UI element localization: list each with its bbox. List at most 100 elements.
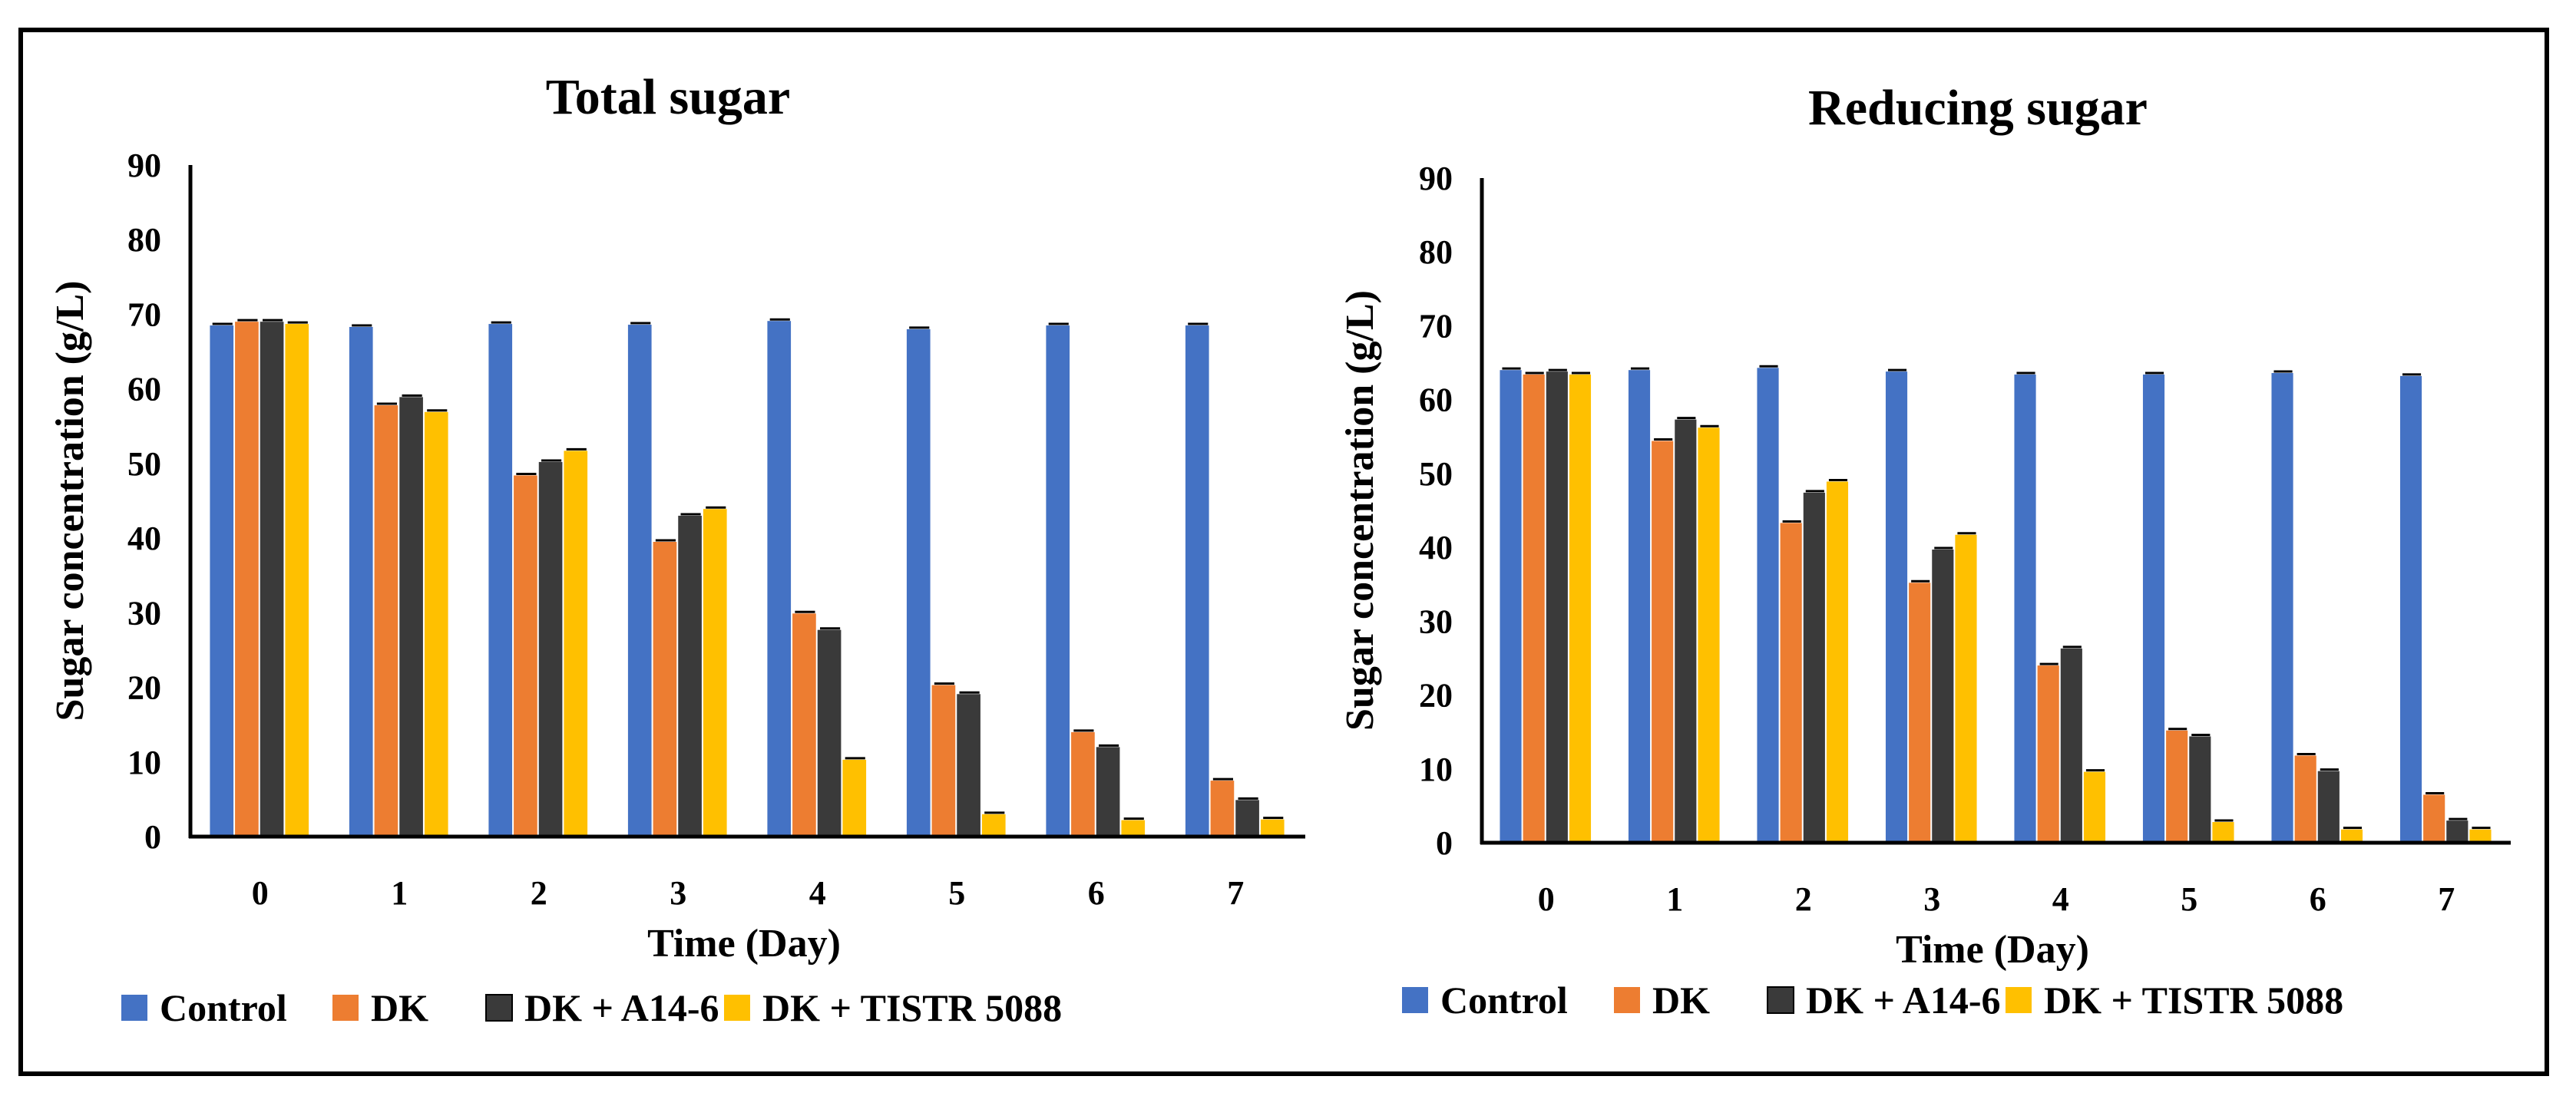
legend-swatch-dk xyxy=(1614,987,1640,1013)
bar-control-day-6 xyxy=(2271,373,2293,843)
legend-label-control: Control xyxy=(1440,979,1568,1022)
y-tick-label: 90 xyxy=(1419,160,1453,197)
bar-dk-a14-6-day-0 xyxy=(260,322,284,837)
legend-swatch-dk-tistr-5088 xyxy=(2006,987,2032,1013)
y-tick-label: 50 xyxy=(1419,455,1453,493)
y-tick-label: 30 xyxy=(1419,603,1453,640)
bar-dk-day-1 xyxy=(374,405,398,837)
legend-label-dk: DK xyxy=(371,986,428,1029)
bar-dk-day-5 xyxy=(2166,730,2188,843)
bar-control-day-4 xyxy=(767,321,792,837)
bar-dk-day-4 xyxy=(2037,665,2059,843)
bar-dk-a14-6-day-0 xyxy=(1546,371,1568,843)
chart-marks: 0 10 20 30 40 50 60 70 80 90 0 1 2 3 4 5 6 7 xyxy=(1419,160,2511,918)
chart-marks: 0 10 20 30 40 50 60 70 80 90 0 1 2 3 4 5 6 7 xyxy=(127,147,1305,912)
y-tick-label: 60 xyxy=(1419,381,1453,419)
legend-label-dk-tistr-5088: DK + TISTR 5088 xyxy=(762,986,1062,1029)
bar-dk-day-7 xyxy=(1210,781,1235,837)
legend-swatch-control xyxy=(121,995,147,1021)
bar-control-day-1 xyxy=(349,326,373,837)
y-tick-label: 0 xyxy=(1436,824,1453,862)
bar-dk-a14-6-day-6 xyxy=(2317,771,2340,843)
bar-dk-day-6 xyxy=(2294,755,2316,843)
reducing-sugar-chart: Reducing sugar Time (Day) Sugar concentr… xyxy=(1338,80,2511,1022)
bar-dk-a14-6-day-4 xyxy=(817,629,842,837)
y-tick-label: 70 xyxy=(127,295,161,333)
legend-swatch-control xyxy=(1402,987,1428,1013)
bar-dk-a14-6-day-3 xyxy=(1932,549,1954,843)
bar-dk-day-1 xyxy=(1652,441,1674,843)
bar-dk-a14-6-day-3 xyxy=(678,515,702,837)
figure-frame xyxy=(18,28,2549,1076)
y-tick-label: 40 xyxy=(127,520,161,557)
bar-dk-tistr-5088-day-3 xyxy=(703,509,727,837)
bar-dk-tistr-5088-day-5 xyxy=(2212,822,2234,843)
bar-dk-a14-6-day-2 xyxy=(1803,492,1825,843)
chart-title: Total sugar xyxy=(546,69,790,125)
bar-dk-day-3 xyxy=(1909,583,1931,843)
bar-dk-tistr-5088-day-7 xyxy=(2469,829,2492,843)
bar-dk-a14-6-day-5 xyxy=(2189,736,2211,843)
x-axis-label: Time (Day) xyxy=(647,922,841,966)
x-tick-label: 3 xyxy=(670,874,686,912)
legend-label-control: Control xyxy=(160,986,287,1029)
x-tick-label: 2 xyxy=(531,874,547,912)
bar-dk-day-0 xyxy=(235,322,259,837)
bar-control-day-2 xyxy=(488,324,513,837)
bar-control-day-2 xyxy=(1757,368,1779,843)
y-tick-label: 10 xyxy=(1419,751,1453,788)
bar-dk-tistr-5088-day-0 xyxy=(285,324,309,837)
bar-dk-tistr-5088-day-6 xyxy=(1121,820,1146,837)
legend: Control DK DK + A14-6 DK + TISTR 5088 xyxy=(1402,979,2343,1022)
x-tick-label: 1 xyxy=(391,874,408,912)
legend: Control DK DK + A14-6 DK + TISTR 5088 xyxy=(121,986,1062,1029)
bar-dk-day-4 xyxy=(792,613,816,837)
x-axis-label: Time (Day) xyxy=(1896,928,2089,972)
bar-dk-day-7 xyxy=(2423,794,2445,843)
legend-label-dk-a14-6: DK + A14-6 xyxy=(1806,979,2001,1022)
bar-dk-tistr-5088-day-7 xyxy=(1260,819,1285,837)
y-tick-label: 40 xyxy=(1419,529,1453,566)
x-tick-label: 2 xyxy=(1795,880,1812,918)
x-tick-label: 5 xyxy=(2181,880,2197,918)
bar-control-day-7 xyxy=(1185,325,1209,837)
legend-swatch-dk-a14-6 xyxy=(485,994,513,1022)
bar-dk-tistr-5088-day-2 xyxy=(564,451,588,837)
x-tick-label: 7 xyxy=(1227,874,1244,912)
y-tick-label: 20 xyxy=(127,669,161,707)
bar-dk-a14-6-day-1 xyxy=(399,397,423,837)
x-tick-label: 4 xyxy=(2052,880,2069,918)
x-tick-label: 4 xyxy=(809,874,826,912)
bar-dk-a14-6-day-6 xyxy=(1096,747,1120,837)
bar-dk-a14-6-day-4 xyxy=(2060,648,2082,843)
bar-dk-a14-6-day-7 xyxy=(1235,800,1259,837)
y-tick-label: 10 xyxy=(127,744,161,781)
bar-dk-day-3 xyxy=(653,541,677,837)
bar-dk-tistr-5088-day-3 xyxy=(1955,534,1977,843)
bar-control-day-4 xyxy=(2014,374,2036,843)
bar-dk-day-2 xyxy=(514,475,537,837)
y-tick-label: 90 xyxy=(127,147,161,184)
bar-dk-tistr-5088-day-4 xyxy=(2083,771,2106,843)
bar-control-day-1 xyxy=(1628,370,1651,844)
bar-dk-tistr-5088-day-4 xyxy=(842,759,867,837)
bar-dk-a14-6-day-5 xyxy=(957,694,980,837)
y-tick-label: 50 xyxy=(127,445,161,483)
y-tick-label: 20 xyxy=(1419,677,1453,715)
x-tick-label: 5 xyxy=(948,874,965,912)
bar-dk-tistr-5088-day-5 xyxy=(981,814,1006,837)
bar-dk-tistr-5088-day-6 xyxy=(2340,829,2363,843)
x-tick-label: 0 xyxy=(1538,880,1555,918)
x-tick-label: 0 xyxy=(252,874,269,912)
x-tick-label: 1 xyxy=(1666,880,1683,918)
bar-dk-tistr-5088-day-1 xyxy=(1698,428,1720,843)
total-sugar-chart: Total sugar Time (Day) Sugar concentrati… xyxy=(48,69,1305,1029)
bar-dk-day-0 xyxy=(1523,374,1545,843)
bar-dk-a14-6-day-7 xyxy=(2446,820,2469,843)
bar-dk-day-6 xyxy=(1071,731,1095,837)
bar-dk-day-2 xyxy=(1780,523,1802,843)
x-tick-label: 6 xyxy=(2310,880,2326,918)
legend-label-dk: DK xyxy=(1652,979,1710,1022)
bar-dk-day-5 xyxy=(931,685,956,837)
